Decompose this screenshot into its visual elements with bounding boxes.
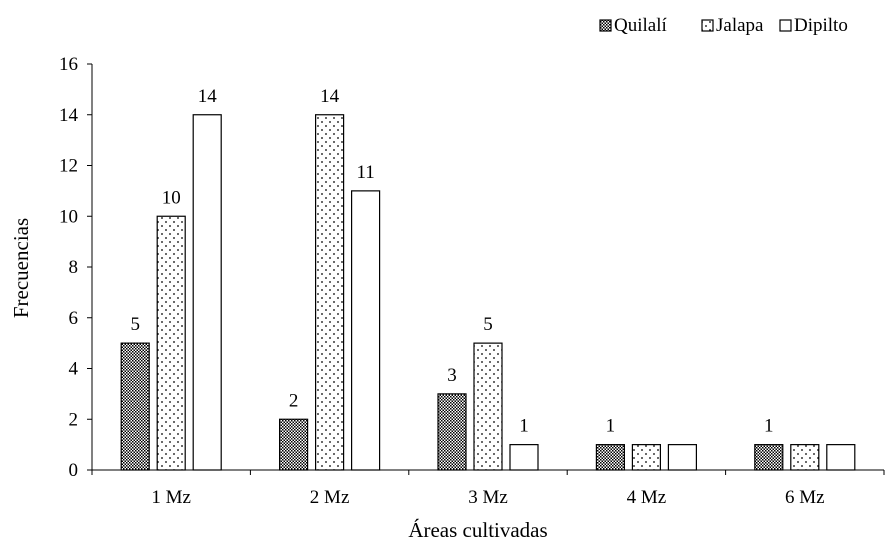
bar: [595, 444, 626, 471]
legend-swatch: [779, 19, 792, 32]
data-label: 2: [289, 390, 299, 411]
data-label: 1: [606, 416, 616, 437]
bar: [279, 418, 309, 471]
y-tick-label: 16: [59, 54, 78, 75]
legend-swatch: [599, 19, 612, 32]
legend-label: Quilalí: [614, 15, 667, 36]
y-tick-label: 2: [69, 409, 79, 430]
data-label: 3: [447, 365, 457, 386]
data-label: 14: [320, 86, 340, 107]
bar: [667, 444, 698, 471]
bar: [473, 342, 503, 471]
bar: [826, 444, 856, 471]
bar: [351, 190, 381, 471]
data-label: 10: [162, 187, 181, 208]
bar: [192, 114, 222, 471]
legend-swatch: [701, 19, 714, 32]
data-label: 11: [356, 162, 374, 183]
data-label: 14: [198, 86, 218, 107]
x-tick-label: 4 Mz: [627, 487, 667, 508]
x-tick-label: 2 Mz: [310, 487, 350, 508]
x-tick-label: 3 Mz: [468, 487, 508, 508]
data-label: 1: [519, 416, 529, 437]
y-tick-label: 0: [69, 460, 79, 481]
x-axis-title: Áreas cultivadas: [408, 518, 547, 542]
x-tick-label: 6 Mz: [785, 487, 825, 508]
legend-label: Jalapa: [716, 15, 764, 36]
y-tick-label: 6: [69, 308, 79, 329]
bar: [509, 444, 539, 471]
y-tick-label: 10: [59, 206, 78, 227]
y-tick-label: 8: [69, 257, 79, 278]
bar: [754, 444, 784, 471]
x-tick-label: 1 Mz: [151, 487, 191, 508]
data-label: 1: [764, 416, 774, 437]
legend-label: Dipilto: [794, 15, 848, 36]
bar: [437, 393, 467, 471]
legend: Quilalí Jalapa Dipilto: [599, 15, 848, 36]
bar: [120, 342, 150, 471]
bars-group: [120, 114, 856, 471]
bar: [315, 114, 345, 471]
y-axis-title: Frecuencias: [9, 218, 33, 318]
bar: [631, 444, 662, 471]
bar: [790, 444, 820, 471]
y-tick-label: 12: [59, 156, 78, 177]
data-label: 5: [483, 314, 493, 335]
data-label: 5: [130, 314, 140, 335]
y-tick-label: 14: [59, 105, 79, 126]
y-tick-label: 4: [69, 359, 79, 380]
bar: [156, 215, 186, 471]
